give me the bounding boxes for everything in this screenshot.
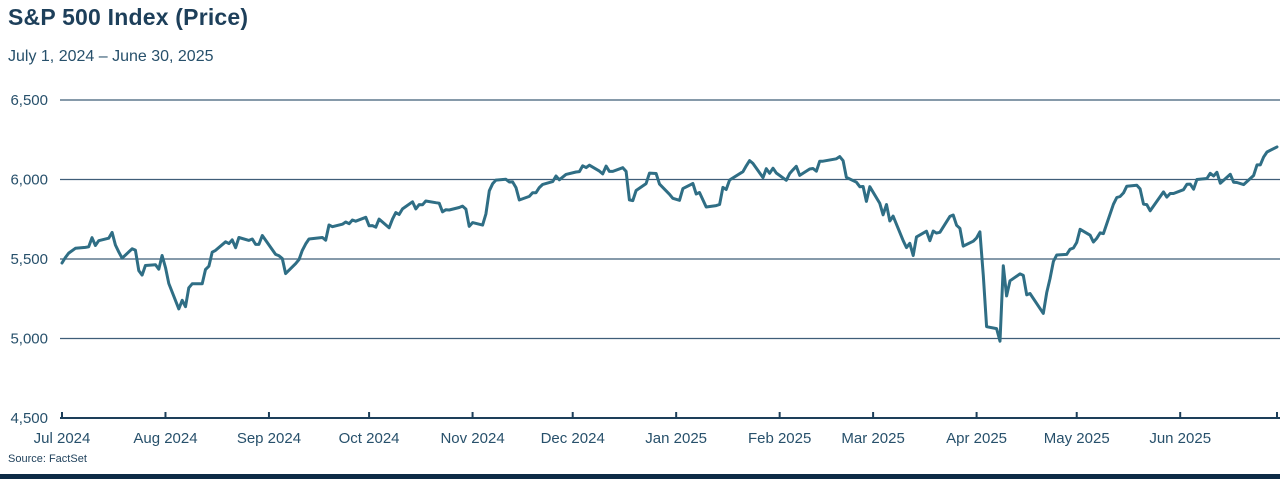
y-axis-label: 4,500 (10, 410, 48, 427)
price-line-series (60, 145, 1279, 343)
y-axis-label: 5,500 (10, 251, 48, 268)
bottom-accent-bar (0, 474, 1280, 479)
x-axis-label: Nov 2024 (440, 430, 504, 447)
x-axis-label: May 2025 (1044, 430, 1110, 447)
x-axis-label: Jun 2025 (1149, 430, 1211, 447)
x-axis-label: Aug 2024 (133, 430, 197, 447)
y-axis-label: 6,000 (10, 172, 48, 189)
x-axis-label: Feb 2025 (748, 430, 811, 447)
y-axis-label: 6,500 (10, 92, 48, 109)
x-axis-label: Jul 2024 (34, 430, 91, 447)
source-note: Source: FactSet (8, 453, 87, 465)
x-axis-label: Apr 2025 (946, 430, 1007, 447)
chart-title: S&P 500 Index (Price) (8, 4, 249, 30)
x-axis-label: Jan 2025 (645, 430, 707, 447)
x-axis-label: Sep 2024 (237, 430, 301, 447)
x-axis-label: Oct 2024 (339, 430, 400, 447)
y-axis-label: 5,000 (10, 331, 48, 348)
x-axis-label: Mar 2025 (841, 430, 904, 447)
chart-subtitle: July 1, 2024 – June 30, 2025 (8, 48, 214, 65)
x-axis-label: Dec 2024 (541, 430, 605, 447)
